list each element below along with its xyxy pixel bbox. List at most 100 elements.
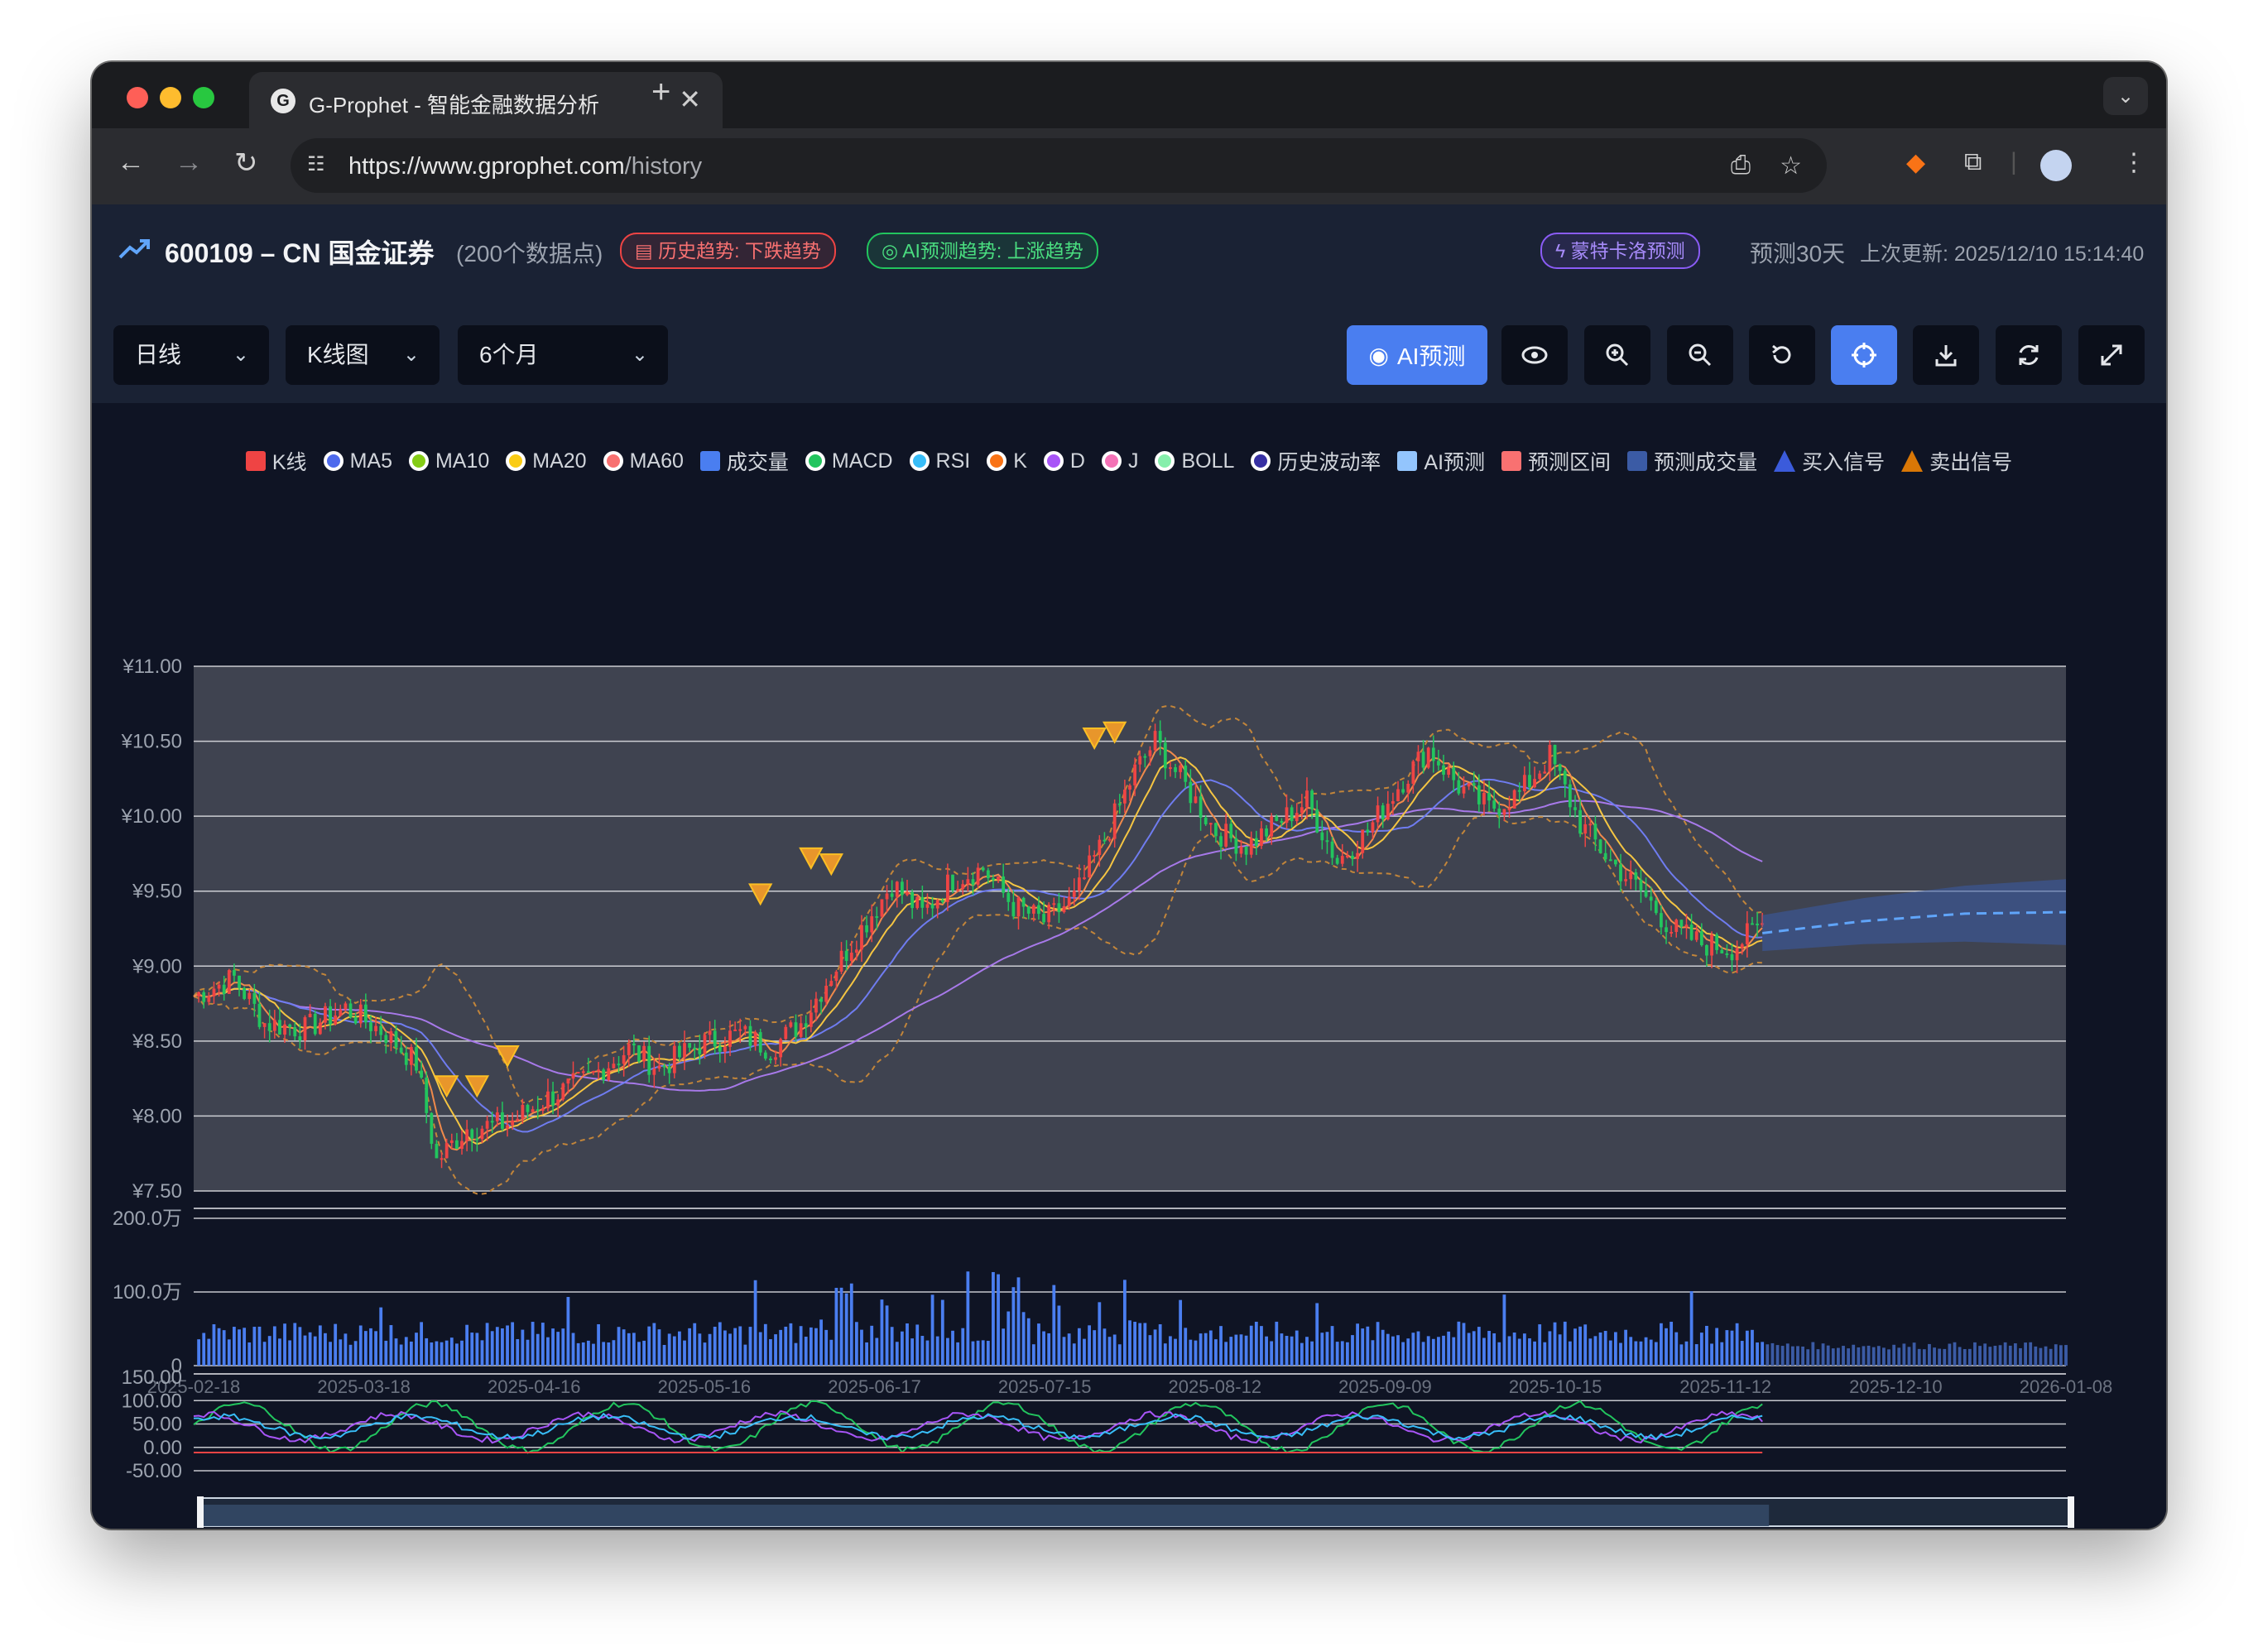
candle-body: [1608, 859, 1612, 862]
candle-body: [440, 1158, 444, 1160]
volume-bar: [556, 1332, 560, 1366]
candle-body: [637, 1045, 641, 1062]
price-chart[interactable]: ¥11.00 ¥10.50 ¥10.00 ¥9.50 ¥9.00 ¥8.50 ¥8.00 ¥7…: [92, 403, 2166, 1529]
montecarlo-badge[interactable]: ϟ 蒙特卡洛预测: [1540, 233, 1700, 269]
bookmark-star-icon[interactable]: ☆: [1780, 152, 1802, 180]
candle-body: [238, 975, 241, 988]
legend-item-4[interactable]: MA60: [603, 449, 684, 473]
legend-item-6[interactable]: MACD: [805, 449, 893, 473]
extensions-puzzle-icon[interactable]: ⧉: [1964, 148, 1982, 175]
refresh-icon[interactable]: [1996, 325, 2062, 385]
volume-bar: [485, 1323, 489, 1366]
candle-body: [1745, 923, 1749, 944]
candle-body: [318, 1022, 322, 1035]
legend-item-16[interactable]: 买入信号: [1774, 446, 1885, 476]
volume-bar: [1583, 1324, 1588, 1366]
fullscreen-icon[interactable]: [2078, 325, 2145, 385]
volume-bar: [1143, 1323, 1147, 1366]
ai-predict-button[interactable]: ◉ AI预测: [1347, 325, 1487, 385]
price-tick-label: ¥8.00: [132, 1105, 182, 1127]
data-point-count: (200个数据点): [456, 241, 603, 267]
maximize-window-button[interactable]: [193, 87, 214, 108]
x-tick-label: 2025-10-15: [1509, 1376, 1602, 1397]
legend-item-7[interactable]: RSI: [909, 449, 970, 473]
volume-bar: [1790, 1346, 1794, 1366]
candle-body: [799, 1023, 803, 1037]
volume-bar: [1634, 1341, 1638, 1366]
volume-bar: [733, 1328, 737, 1366]
candle-body: [986, 870, 990, 879]
legend-item-5[interactable]: 成交量: [699, 446, 789, 476]
tab-close-icon[interactable]: ✕: [679, 84, 701, 114]
legend-item-8[interactable]: K: [987, 449, 1027, 473]
volume-bar: [854, 1322, 858, 1366]
site-settings-icon[interactable]: ☷: [307, 153, 325, 175]
candle-body: [1103, 839, 1107, 842]
legend-item-13[interactable]: AI预测: [1397, 446, 1485, 476]
volume-bar: [981, 1340, 985, 1366]
legend-item-1[interactable]: MA5: [323, 449, 392, 473]
crosshair-icon[interactable]: [1831, 325, 1897, 385]
candle-body: [293, 1027, 297, 1037]
url-text[interactable]: https://www.gprophet.com/history: [348, 153, 703, 180]
chart-area[interactable]: K线 MA5 MA10 MA20 MA60 成交量 MACD RSI K D J BOLL 历史波动率 A…: [92, 403, 2166, 1529]
tab-search-chevron-icon[interactable]: ⌄: [2103, 77, 2148, 115]
volume-bar: [540, 1323, 545, 1366]
volume-bar: [1912, 1342, 1916, 1366]
browser-tab[interactable]: G G-Prophet - 智能金融数据分析 ✕: [249, 72, 723, 128]
eye-icon[interactable]: [1501, 325, 1568, 385]
zoom-in-icon[interactable]: [1584, 325, 1650, 385]
period-select[interactable]: 日线 ⌄: [113, 325, 269, 385]
new-tab-button[interactable]: +: [651, 74, 671, 110]
candle-body: [1194, 796, 1198, 804]
candle-body: [298, 1036, 302, 1041]
x-tick-label: 2025-12-10: [1849, 1376, 1943, 1397]
legend-item-10[interactable]: J: [1101, 449, 1138, 473]
legend-item-9[interactable]: D: [1043, 449, 1085, 473]
download-icon[interactable]: [1913, 325, 1979, 385]
candle-body: [308, 1013, 312, 1018]
candle-body: [1578, 809, 1582, 834]
browser-menu-icon[interactable]: ⋮: [2121, 149, 2146, 176]
volume-bar: [1482, 1337, 1486, 1366]
profile-avatar[interactable]: [2040, 150, 2072, 181]
forward-arrow-icon[interactable]: →: [175, 146, 203, 178]
volume-bar: [1876, 1346, 1881, 1366]
candle-body: [536, 1109, 540, 1112]
candle-body: [1533, 779, 1536, 788]
candle-body: [1330, 841, 1334, 858]
candle-body: [1340, 856, 1344, 864]
close-window-button[interactable]: [127, 87, 148, 108]
volume-bar: [1401, 1342, 1405, 1366]
legend-item-3[interactable]: MA20: [506, 449, 587, 473]
candle-body: [1517, 790, 1521, 792]
address-bar[interactable]: ☷ https://www.gprophet.com/history ⎙ ☆: [291, 138, 1827, 193]
volume-bar: [698, 1333, 702, 1366]
legend-item-2[interactable]: MA10: [408, 449, 489, 473]
reset-icon[interactable]: [1749, 325, 1815, 385]
chart-type-select[interactable]: K线图 ⌄: [286, 325, 440, 385]
metamask-extension-icon[interactable]: ◆: [1906, 149, 1926, 176]
zoom-out-icon[interactable]: [1667, 325, 1733, 385]
legend-item-17[interactable]: 卖出信号: [1901, 446, 2012, 476]
volume-bar: [1037, 1323, 1040, 1366]
candle-body: [678, 1045, 681, 1058]
range-select[interactable]: 6个月 ⌄: [458, 325, 668, 385]
legend-item-15[interactable]: 预测成交量: [1627, 446, 1757, 476]
legend-item-14[interactable]: 预测区间: [1501, 446, 1611, 476]
legend-item-0[interactable]: K线: [245, 446, 307, 476]
sell-signal-marker: [434, 1075, 459, 1098]
volume-bar: [353, 1341, 358, 1366]
legend-item-12[interactable]: 历史波动率: [1251, 446, 1381, 476]
indicator-tick-label: 100.00: [122, 1390, 182, 1412]
candle-body: [511, 1120, 515, 1126]
legend-item-11[interactable]: BOLL: [1155, 449, 1234, 473]
reload-icon[interactable]: ↻: [234, 147, 258, 179]
volume-bar: [1447, 1331, 1451, 1366]
back-arrow-icon[interactable]: ←: [117, 146, 145, 178]
minimize-window-button[interactable]: [160, 87, 181, 108]
install-app-icon[interactable]: ⎙: [1731, 151, 1751, 179]
volume-bar: [1948, 1343, 1952, 1366]
candle-body: [1401, 789, 1405, 793]
volume-bar: [1128, 1320, 1131, 1366]
